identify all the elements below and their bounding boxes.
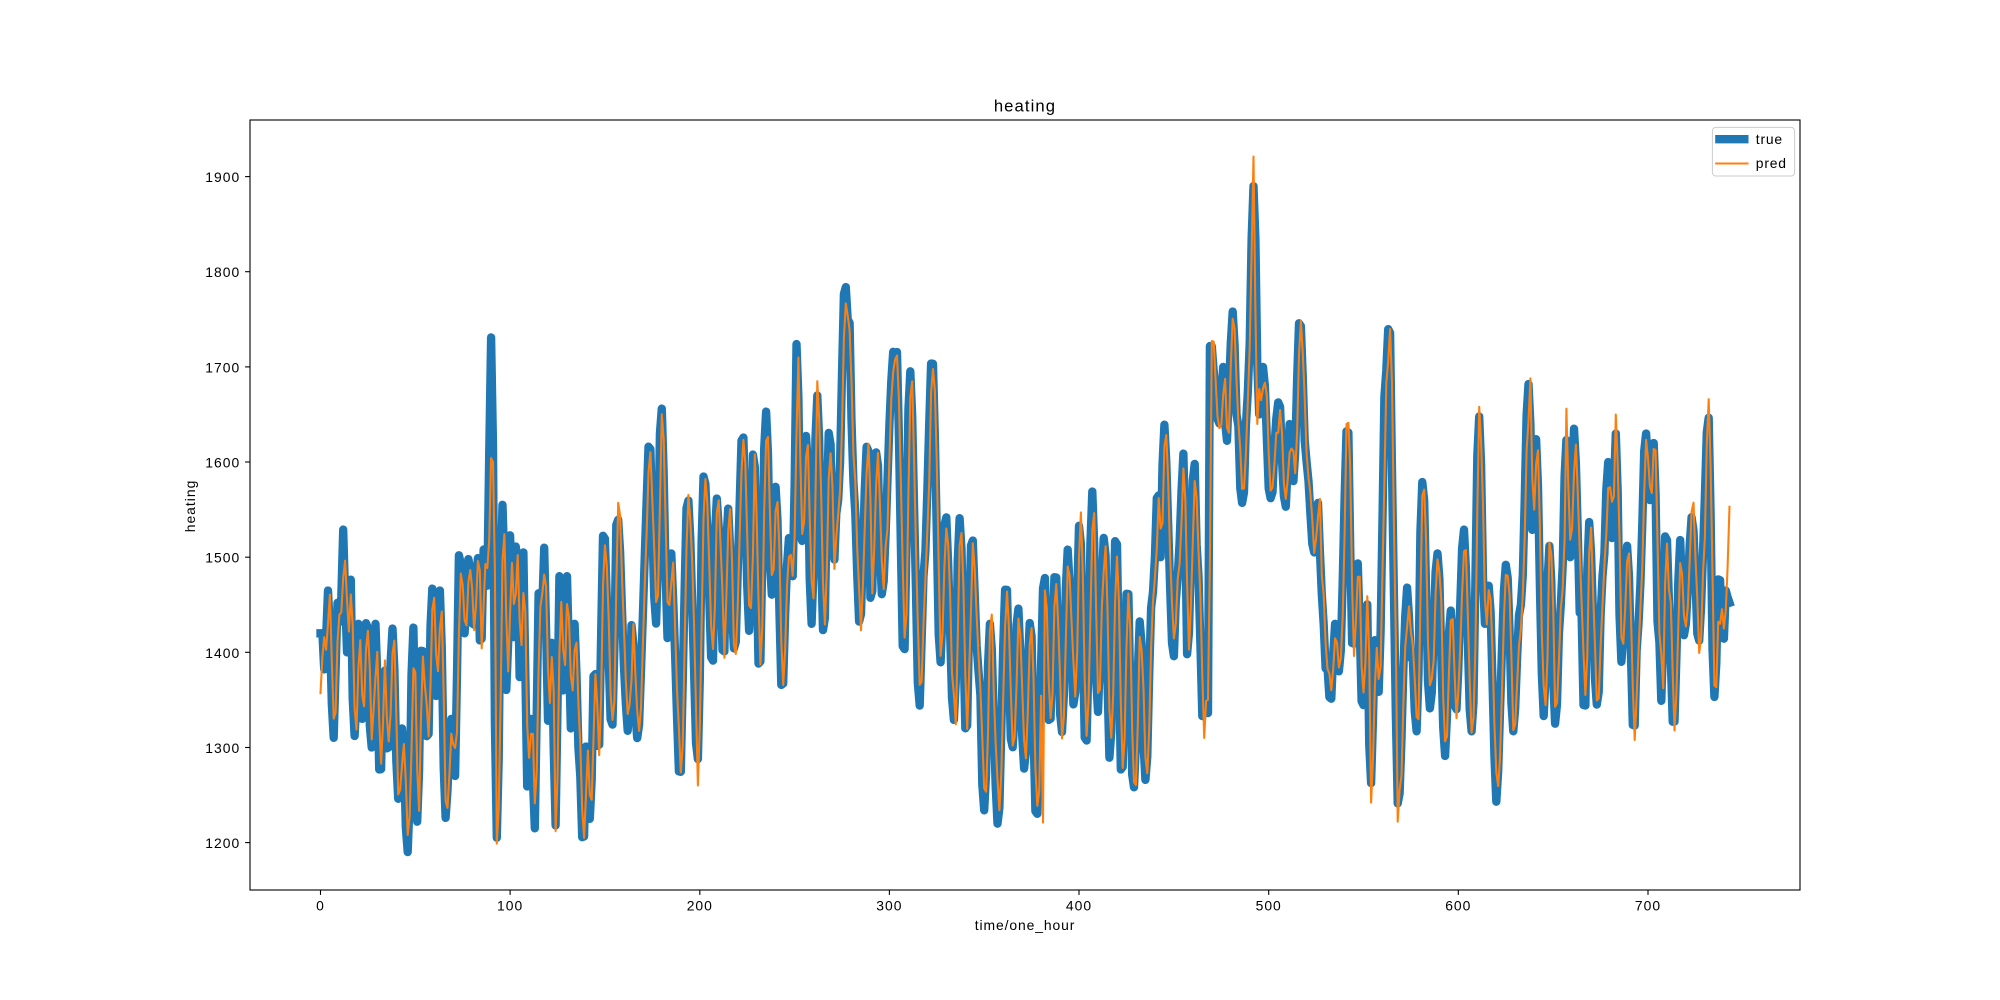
svg-text:1900: 1900 [205,169,240,185]
svg-text:1700: 1700 [205,359,240,375]
svg-text:heating: heating [994,97,1056,116]
svg-text:1600: 1600 [205,455,240,471]
svg-text:1300: 1300 [205,740,240,756]
svg-text:200: 200 [687,898,713,914]
svg-text:500: 500 [1256,898,1282,914]
svg-text:600: 600 [1445,898,1471,914]
svg-text:400: 400 [1066,898,1092,914]
svg-text:heating: heating [182,480,198,533]
svg-text:100: 100 [497,898,523,914]
svg-text:300: 300 [876,898,902,914]
svg-text:1200: 1200 [205,835,240,851]
svg-text:pred: pred [1756,155,1787,171]
svg-text:1400: 1400 [205,645,240,661]
svg-text:true: true [1756,131,1783,147]
svg-text:1500: 1500 [205,550,240,566]
svg-text:0: 0 [316,898,325,914]
svg-text:700: 700 [1635,898,1661,914]
svg-text:time/one_hour: time/one_hour [975,917,1076,933]
svg-text:1800: 1800 [205,264,240,280]
